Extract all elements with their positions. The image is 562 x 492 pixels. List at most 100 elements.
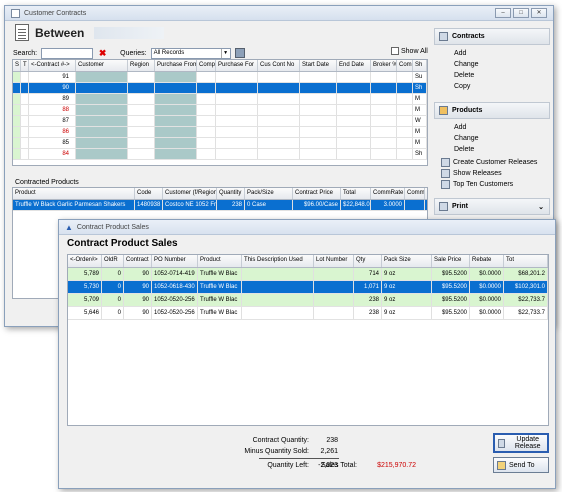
- col-total[interactable]: Total: [341, 188, 371, 199]
- sales-desc: [242, 281, 314, 293]
- sales-grid[interactable]: <-Order#> OldR Contract PO Number Produc…: [67, 254, 549, 426]
- col-sh[interactable]: Sh: [413, 60, 427, 71]
- contracts-section-header[interactable]: Contracts: [434, 28, 550, 45]
- status-cell: [13, 72, 21, 82]
- products-add-action[interactable]: Add: [454, 124, 467, 131]
- col-pack-size[interactable]: Pack/Size: [245, 188, 293, 199]
- sales-rows: 5,789 0 90 1052-0714-419 Truffle W Blac 714 9 …: [68, 268, 548, 320]
- table-row[interactable]: 5,709 0 90 1052-0520-256 Truffle W Blac 238 9 …: [68, 294, 548, 307]
- sales-total: $102,301.0: [504, 281, 548, 293]
- col-contract[interactable]: Contract: [124, 255, 152, 267]
- table-row[interactable]: 5,789 0 90 1052-0714-419 Truffle W Blac 714 9 …: [68, 268, 548, 281]
- sales-desc: [242, 268, 314, 280]
- contracts-add-action[interactable]: Add: [454, 50, 467, 57]
- sales-pack: 9 oz: [382, 307, 432, 319]
- col-purchase-for[interactable]: Purchase For: [216, 60, 258, 71]
- clear-search-icon[interactable]: ✖: [98, 47, 107, 58]
- create-customer-releases-action[interactable]: Create Customer Releases: [434, 157, 550, 168]
- col-order[interactable]: <-Order#>: [68, 255, 102, 267]
- products-delete-action[interactable]: Delete: [454, 146, 475, 153]
- close-button[interactable]: ✕: [531, 8, 547, 18]
- table-row[interactable]: 90 Sh: [13, 83, 427, 94]
- show-all-checkbox[interactable]: [391, 47, 399, 55]
- table-row[interactable]: 89 M: [13, 94, 427, 105]
- col-broker[interactable]: Broker %: [371, 60, 397, 71]
- queries-select[interactable]: All Records ▼: [150, 47, 231, 59]
- col-comp[interactable]: Comp: [197, 60, 216, 71]
- col-pack-size[interactable]: Pack Size: [382, 255, 432, 267]
- contracts-copy-action[interactable]: Copy: [454, 83, 471, 90]
- grid-cell: [397, 127, 413, 137]
- col-qty[interactable]: Qty: [354, 255, 382, 267]
- show-releases-action[interactable]: Show Releases: [434, 168, 550, 179]
- grid-cell: [21, 72, 29, 82]
- col-product[interactable]: Product: [198, 255, 242, 267]
- col-lot-number[interactable]: Lot Number: [314, 255, 354, 267]
- col-description-used[interactable]: This Description Used: [242, 255, 314, 267]
- table-row[interactable]: 84 Sh: [13, 149, 427, 160]
- col-contract[interactable]: <-Contract #->: [29, 60, 76, 71]
- table-row[interactable]: 88 M: [13, 105, 427, 116]
- minimize-button[interactable]: –: [495, 8, 511, 18]
- grid-cell: [397, 94, 413, 104]
- col-product[interactable]: Product: [13, 188, 135, 199]
- grid-cell: [337, 116, 371, 126]
- redacted-cell: [155, 127, 197, 137]
- table-row[interactable]: 85 M: [13, 138, 427, 149]
- col-com[interactable]: Com: [397, 60, 413, 71]
- top-ten-customers-label: Top Ten Customers: [453, 181, 514, 188]
- maximize-button[interactable]: □: [513, 8, 529, 18]
- grid-cell: [258, 105, 300, 115]
- save-query-icon[interactable]: [234, 48, 245, 58]
- table-row[interactable]: 5,730 0 90 1052-0618-430 Truffle W Blac 1,071…: [68, 281, 548, 294]
- col-cus-cont-no[interactable]: Cus Cont No: [258, 60, 300, 71]
- print-section-header[interactable]: Print ⌄: [434, 198, 550, 215]
- products-change-action[interactable]: Change: [454, 135, 479, 142]
- col-code[interactable]: Code: [135, 188, 163, 199]
- grid-cell: [197, 83, 216, 93]
- col-end-date[interactable]: End Date: [337, 60, 371, 71]
- send-to-button[interactable]: Send To: [493, 457, 549, 473]
- grid-cell: [371, 127, 397, 137]
- redacted-cell: [155, 105, 197, 115]
- col-comm[interactable]: Comm: [405, 188, 425, 199]
- search-input[interactable]: [41, 47, 94, 59]
- contracts-grid[interactable]: S T <-Contract #-> Customer Region Purch…: [12, 59, 428, 166]
- table-row[interactable]: 87 W: [13, 116, 427, 127]
- grid-cell: [258, 116, 300, 126]
- col-t[interactable]: T: [21, 60, 29, 71]
- grid-cell: [258, 127, 300, 137]
- col-s[interactable]: S: [13, 60, 21, 71]
- col-start-date[interactable]: Start Date: [300, 60, 337, 71]
- col-oldr[interactable]: OldR: [102, 255, 124, 267]
- products-section-header[interactable]: Products: [434, 102, 550, 119]
- contracts-delete-action[interactable]: Delete: [454, 72, 475, 79]
- update-release-button[interactable]: Update Release: [493, 433, 549, 453]
- col-quantity[interactable]: Quantity: [217, 188, 245, 199]
- col-contract-price[interactable]: Contract Price: [293, 188, 341, 199]
- col-region[interactable]: Region: [128, 60, 155, 71]
- col-purchase-from[interactable]: Purchase From: [155, 60, 197, 71]
- grid-cell: [371, 116, 397, 126]
- col-rebate[interactable]: Rebate: [470, 255, 504, 267]
- col-customer[interactable]: Customer: [76, 60, 128, 71]
- table-row[interactable]: 86 M: [13, 127, 427, 138]
- table-row[interactable]: 91 Su: [13, 72, 427, 83]
- grid-cell: [337, 94, 371, 104]
- contracts-change-action[interactable]: Change: [454, 61, 479, 68]
- col-customer-region[interactable]: Customer (f/Region: [163, 188, 217, 199]
- table-row[interactable]: 5,646 0 90 1052-0520-256 Truffle W Blac 238 9 …: [68, 307, 548, 320]
- col-total[interactable]: Tot: [504, 255, 548, 267]
- contract-number: 91: [29, 72, 76, 82]
- chevron-down-icon[interactable]: ⌄: [538, 203, 544, 211]
- table-row[interactable]: Truffle W Black Garlic Parmesan Shakers …: [13, 200, 427, 211]
- top-ten-customers-action[interactable]: Top Ten Customers: [434, 179, 550, 190]
- chevron-down-icon[interactable]: ▼: [220, 48, 230, 58]
- grid-cell: [216, 94, 258, 104]
- show-all-toggle[interactable]: Show All: [391, 47, 428, 55]
- col-commrate[interactable]: CommRate: [371, 188, 405, 199]
- grid-cell: [258, 83, 300, 93]
- col-po-number[interactable]: PO Number: [152, 255, 198, 267]
- search-label: Search:: [13, 49, 38, 57]
- col-sale-price[interactable]: Sale Price: [432, 255, 470, 267]
